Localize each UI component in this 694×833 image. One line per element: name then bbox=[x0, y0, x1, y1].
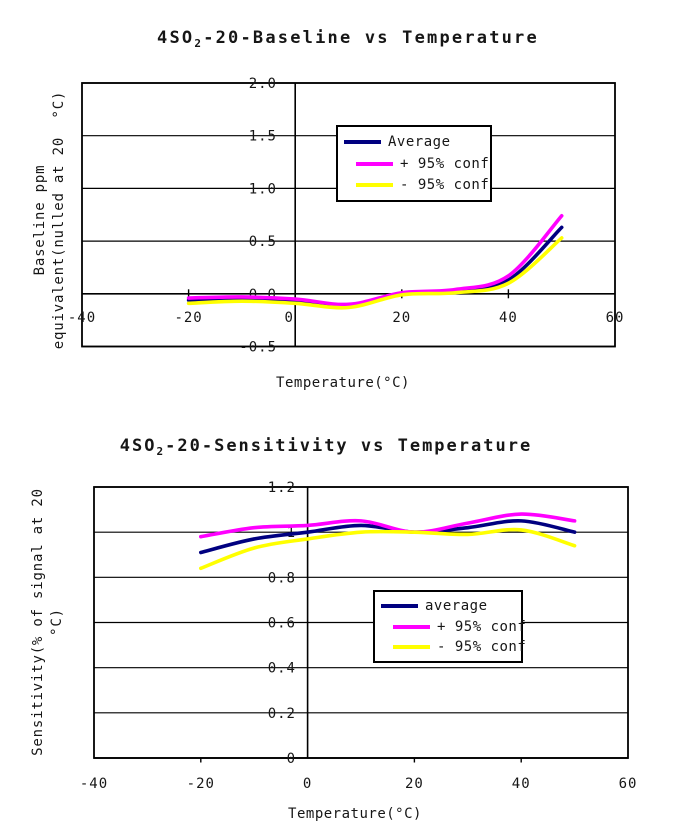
legend-item-plus95: + 95% conf bbox=[381, 619, 526, 635]
legend-label-average: Average bbox=[388, 134, 451, 151]
baseline-title-prefix: 4SO bbox=[157, 28, 195, 48]
y-tick-label: 0.5 bbox=[249, 234, 277, 250]
sensitivity-x-axis-label: Temperature(°C) bbox=[288, 806, 422, 822]
sensitivity-chart-title: 4SO2-20-Sensitivity vs Temperature bbox=[76, 436, 576, 458]
x-tick-label: 40 bbox=[499, 310, 518, 326]
y-tick-label: 2.0 bbox=[249, 76, 277, 92]
legend-item-average: average bbox=[381, 598, 515, 614]
x-tick-label: 60 bbox=[619, 776, 638, 792]
legend-swatch-average bbox=[381, 604, 418, 609]
legend-swatch-plus95 bbox=[393, 624, 430, 629]
legend-label-minus95: - 95% conf bbox=[437, 638, 527, 655]
legend-swatch-average bbox=[344, 140, 381, 145]
x-tick-label: 20 bbox=[392, 310, 411, 326]
series-line--95-conf bbox=[186, 236, 564, 310]
baseline-y-axis-label-line-1: Baseline ppm bbox=[32, 164, 48, 276]
baseline-y-axis-label-line-2: equivalent(nulled at 20 °C) bbox=[51, 90, 67, 350]
x-tick-label: -40 bbox=[68, 310, 96, 326]
sensitivity-title-suffix: -20-Sensitivity vs Temperature bbox=[165, 436, 533, 456]
series-line--95-conf bbox=[199, 527, 577, 571]
baseline-y-axis-label: Baseline ppm equivalent(nulled at 20 °C) bbox=[31, 70, 69, 370]
y-tick-label: -0.5 bbox=[239, 340, 277, 356]
x-tick-label: 0 bbox=[284, 310, 293, 326]
x-tick-label: 20 bbox=[405, 776, 424, 792]
legend-label-plus95: + 95% conf bbox=[437, 618, 527, 635]
y-tick-label: 1.5 bbox=[249, 129, 277, 145]
baseline-legend: Average + 95% conf - 95% conf bbox=[336, 125, 492, 202]
x-tick-label: -20 bbox=[174, 310, 202, 326]
legend-item-minus95: - 95% conf bbox=[344, 177, 489, 193]
baseline-title-subscript: 2 bbox=[194, 37, 204, 50]
x-tick-label: -40 bbox=[80, 776, 108, 792]
x-tick-label: 0 bbox=[303, 776, 312, 792]
legend-swatch-minus95 bbox=[393, 644, 430, 649]
baseline-title-suffix: -20-Baseline vs Temperature bbox=[203, 28, 539, 48]
sensitivity-title-subscript: 2 bbox=[156, 445, 166, 458]
y-tick-label: 1.0 bbox=[249, 181, 277, 197]
y-tick-label: 0.8 bbox=[268, 570, 296, 586]
y-tick-label: 0.4 bbox=[268, 661, 296, 677]
legend-swatch-plus95 bbox=[356, 161, 393, 166]
legend-label-average: average bbox=[425, 598, 488, 615]
legend-item-plus95: + 95% conf bbox=[344, 156, 489, 172]
x-tick-label: 60 bbox=[606, 310, 625, 326]
legend-label-minus95: - 95% conf bbox=[400, 176, 490, 193]
legend-label-plus95: + 95% conf bbox=[400, 155, 490, 172]
plot-border bbox=[81, 82, 616, 348]
y-tick-label: 0.2 bbox=[268, 706, 296, 722]
baseline-chart-title: 4SO2-20-Baseline vs Temperature bbox=[98, 28, 598, 50]
legend-item-average: Average bbox=[344, 134, 484, 150]
series-line--95-conf bbox=[186, 214, 564, 307]
y-tick-label: 0.6 bbox=[268, 616, 296, 632]
legend-swatch-minus95 bbox=[356, 182, 393, 187]
sensitivity-legend: average + 95% conf - 95% conf bbox=[373, 590, 526, 663]
sensitivity-y-axis-label-line-1: Sensitivity(% of signal at 20 bbox=[30, 488, 46, 756]
x-tick-label: -20 bbox=[187, 776, 215, 792]
x-tick-label: 40 bbox=[512, 776, 531, 792]
sensitivity-title-prefix: 4SO bbox=[119, 436, 157, 456]
legend-item-minus95: - 95% conf bbox=[381, 639, 526, 655]
y-tick-label: 1.2 bbox=[268, 480, 296, 496]
sensitivity-y-axis-label: Sensitivity(% of signal at 20 °C) bbox=[29, 472, 67, 772]
series-line--95-conf bbox=[199, 512, 577, 539]
y-tick-label: 0 bbox=[287, 751, 296, 767]
baseline-x-axis-label: Temperature(°C) bbox=[276, 375, 410, 391]
sensitivity-y-axis-label-line-2: °C) bbox=[49, 608, 65, 636]
